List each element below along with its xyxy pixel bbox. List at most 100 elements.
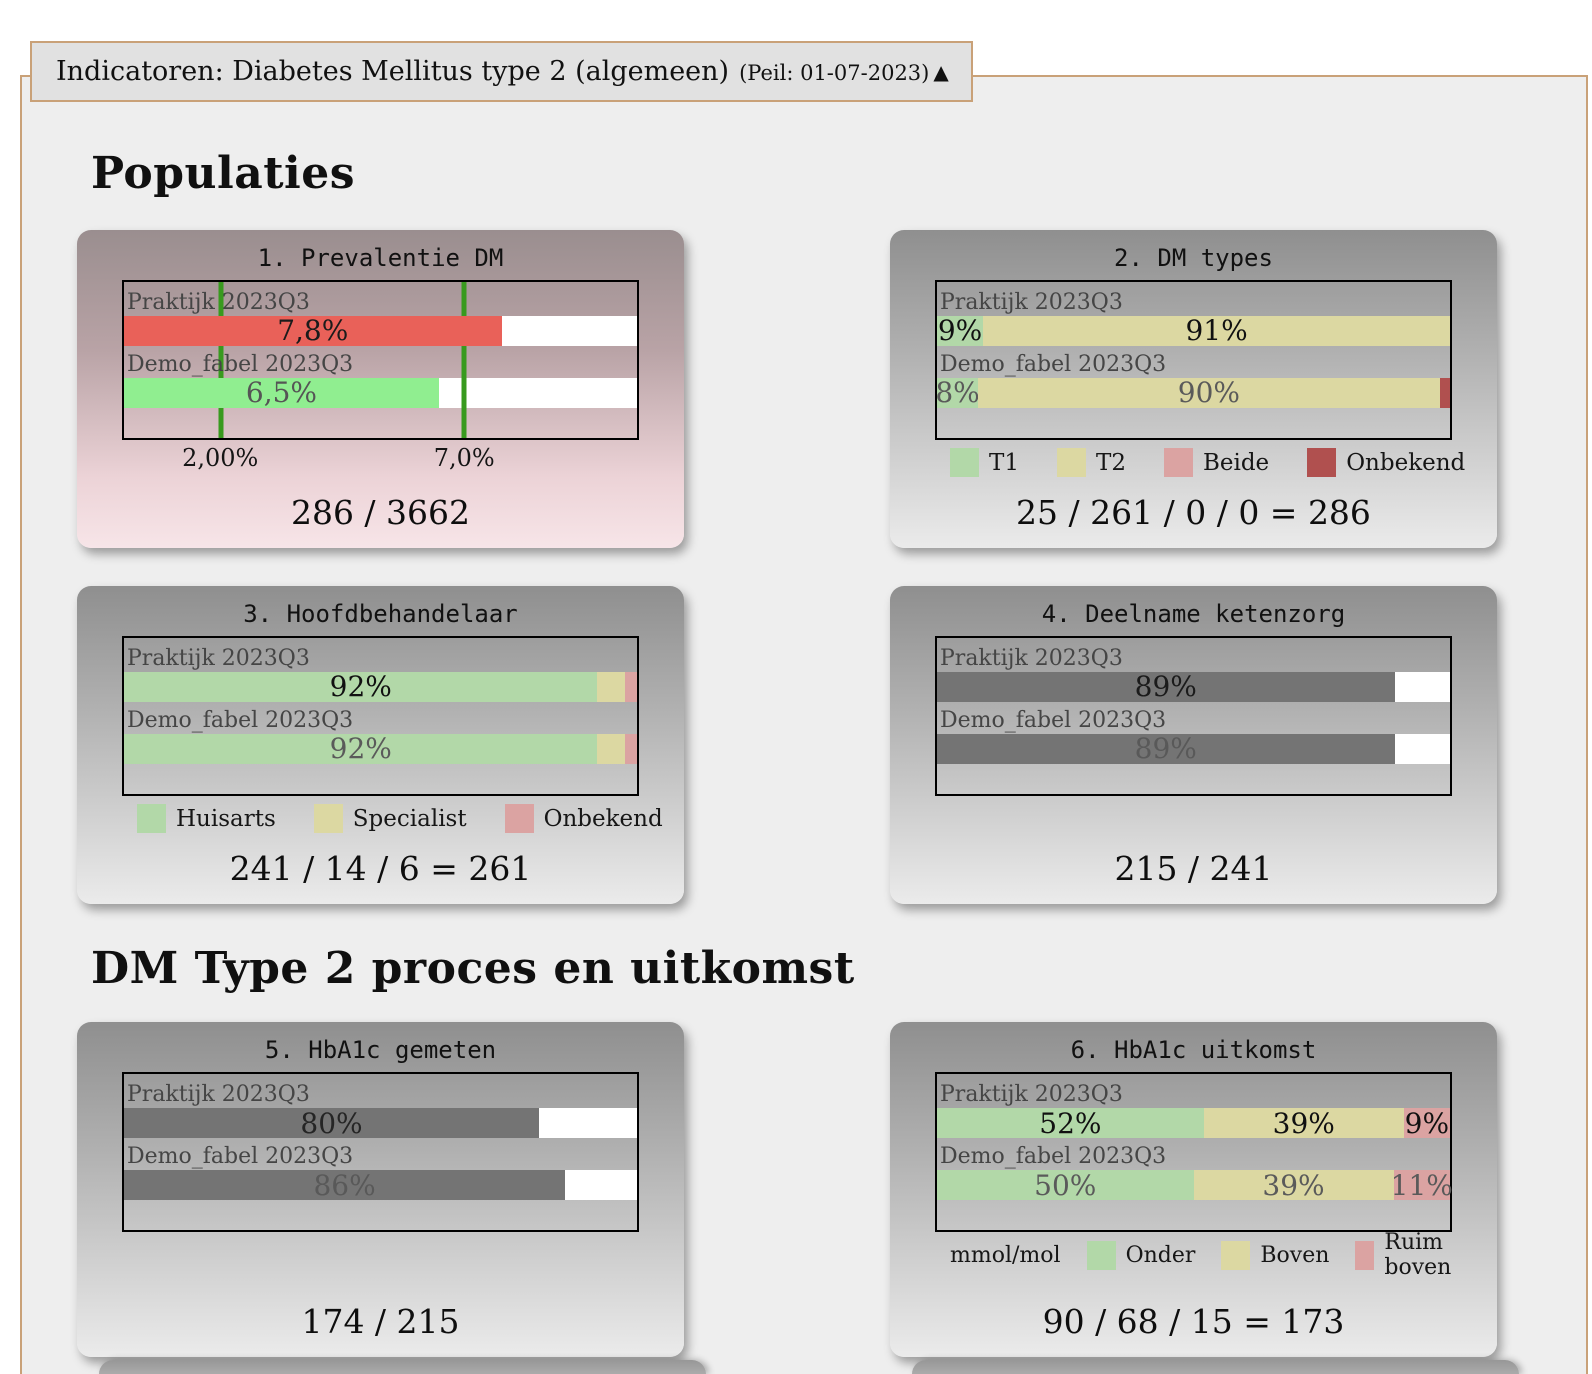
chart-legend: Huisarts Specialist Onbekend xyxy=(137,804,684,834)
panel-title: Indicatoren: Diabetes Mellitus type 2 (a… xyxy=(56,56,730,87)
card-title: 6. HbA1c uitkomst xyxy=(1070,1036,1317,1065)
legend-item: T2 xyxy=(1056,448,1126,478)
peil-date-label: (Peil: 01-07-2023) xyxy=(739,61,930,85)
series-label: Demo_fabel 2023Q3 xyxy=(940,351,1167,377)
card-prevalentie-dm: 1. Prevalentie DM Praktijk 2023Q3 7,8% D… xyxy=(77,229,684,548)
bar-segment: 11% xyxy=(1390,1168,1453,1202)
card-dm-types: 2. DM types Praktijk 2023Q3 9% 91% Demo_… xyxy=(890,229,1497,548)
card-hba1c-gemeten: 5. HbA1c gemeten Praktijk 2023Q3 80% Dem… xyxy=(77,1022,684,1358)
legend-item: Huisarts xyxy=(137,804,276,834)
x-axis: 2,00% 7,0% xyxy=(122,442,639,472)
series-label: Praktijk 2023Q3 xyxy=(940,1082,1123,1108)
series-label: Demo_fabel 2023Q3 xyxy=(940,1144,1167,1170)
bar-track: 86% xyxy=(124,1169,637,1202)
next-card-partial xyxy=(912,1360,1519,1374)
bar-segment: 6,5% xyxy=(124,376,439,409)
legend-item: Boven xyxy=(1221,1240,1329,1270)
bar-segment: 89% xyxy=(937,732,1395,765)
bar-track: 52% 39% 9% xyxy=(937,1106,1450,1140)
target-line xyxy=(218,281,224,438)
bar-track: 9% 91% xyxy=(937,314,1450,348)
legend-item: T1 xyxy=(950,448,1019,478)
count-text: 286 / 3662 xyxy=(290,492,471,532)
bar-track: 80% xyxy=(124,1107,637,1140)
card-hba1c-uitkomst: 6. HbA1c uitkomst Praktijk 2023Q3 52% 39… xyxy=(890,1022,1497,1358)
bar-segment xyxy=(625,671,637,702)
bar-segment: 80% xyxy=(124,1107,540,1140)
legend-swatch xyxy=(137,804,166,834)
target-line xyxy=(461,281,467,438)
legend-swatch xyxy=(1307,448,1337,478)
bar-track: 92% xyxy=(124,670,637,703)
series-label: Praktijk 2023Q3 xyxy=(940,645,1123,671)
legend-swatch xyxy=(1056,448,1086,478)
legend-swatch xyxy=(950,448,979,478)
legend-swatch xyxy=(1163,448,1193,478)
cards-grid-proces: 5. HbA1c gemeten Praktijk 2023Q3 80% Dem… xyxy=(77,1022,1531,1358)
bar-segment: 9% xyxy=(937,314,984,348)
bar-segment: 39% xyxy=(1193,1169,1394,1202)
bar-segment xyxy=(597,733,626,764)
chart-legend: mmol/mol Onder Boven Ruim boven xyxy=(950,1230,1497,1280)
section-heading-proces-uitkomst: DM Type 2 proces en uitkomst xyxy=(91,942,855,994)
bar-track: 89% xyxy=(937,732,1450,765)
count-text: 215 / 241 xyxy=(1114,848,1273,888)
card-hoofdbehandelaar: 3. Hoofdbehandelaar Praktijk 2023Q3 92% … xyxy=(77,585,684,904)
bar-segment: 92% xyxy=(124,732,598,765)
indicator-panel: Indicatoren: Diabetes Mellitus type 2 (a… xyxy=(20,41,1588,1374)
bar-segment: 7,8% xyxy=(124,314,502,347)
bar-segment: 86% xyxy=(124,1169,566,1202)
bar-track: 50% 39% 11% xyxy=(937,1168,1453,1202)
series-label: Praktijk 2023Q3 xyxy=(127,645,310,671)
dm-types-chart: Praktijk 2023Q3 9% 91% Demo_fabel 2023Q3… xyxy=(935,279,1452,440)
bar-segment: 89% xyxy=(937,670,1395,703)
count-text: 25 / 261 / 0 / 0 = 286 xyxy=(1016,492,1371,532)
bar-track: 89% xyxy=(937,670,1450,703)
legend-item: Beide xyxy=(1163,448,1269,478)
series-label: Demo_fabel 2023Q3 xyxy=(127,1144,354,1170)
collapse-icon[interactable]: ▲ xyxy=(933,59,949,84)
prevalentie-chart: Praktijk 2023Q3 7,8% Demo_fabel 2023Q3 6… xyxy=(122,279,639,440)
panel-header[interactable]: Indicatoren: Diabetes Mellitus type 2 (a… xyxy=(30,41,973,102)
chart-legend: T1 T2 Beide Onbekend xyxy=(950,448,1497,478)
card-title: 4. Deelname ketenzorg xyxy=(1041,599,1346,628)
bar-segment: 90% xyxy=(978,376,1440,409)
legend-swatch xyxy=(1221,1240,1251,1270)
bar-segment: 8% xyxy=(935,376,980,410)
card-title: 5. HbA1c gemeten xyxy=(264,1036,497,1065)
series-label: Praktijk 2023Q3 xyxy=(127,1082,310,1108)
bar-track: 8% 90% xyxy=(935,376,1450,410)
legend-swatch xyxy=(1086,1240,1116,1270)
bar-segment: 39% xyxy=(1203,1107,1404,1140)
legend-item: Specialist xyxy=(313,804,467,834)
count-text: 241 / 14 / 6 = 261 xyxy=(229,848,532,888)
legend-item: Onbekend xyxy=(504,804,663,834)
series-label: Praktijk 2023Q3 xyxy=(127,289,310,315)
series-label: Demo_fabel 2023Q3 xyxy=(127,707,354,733)
legend-item: Onder xyxy=(1086,1240,1195,1270)
legend-item: Ruim boven xyxy=(1355,1230,1471,1280)
legend-unit-label: mmol/mol xyxy=(950,1242,1061,1268)
cards-grid-populaties: 1. Prevalentie DM Praktijk 2023Q3 7,8% D… xyxy=(77,229,1531,904)
card-title: 3. Hoofdbehandelaar xyxy=(243,599,518,628)
bar-segment: 50% xyxy=(937,1169,1194,1202)
bar-track: 92% xyxy=(124,732,637,765)
series-label: Demo_fabel 2023Q3 xyxy=(127,351,354,377)
series-label: Demo_fabel 2023Q3 xyxy=(940,707,1167,733)
next-card-partial xyxy=(99,1360,706,1374)
deelname-chart: Praktijk 2023Q3 89% Demo_fabel 2023Q3 89… xyxy=(935,635,1452,796)
bar-segment: 9% xyxy=(1403,1106,1450,1140)
card-title: 2. DM types xyxy=(1114,243,1273,272)
bar-segment: 52% xyxy=(937,1107,1204,1140)
legend-swatch xyxy=(313,804,343,834)
hoofdbehandelaar-chart: Praktijk 2023Q3 92% Demo_fabel 2023Q3 92… xyxy=(122,635,639,796)
legend-swatch xyxy=(504,804,534,834)
axis-tick-label: 2,00% xyxy=(182,443,259,472)
count-text: 174 / 215 xyxy=(301,1302,460,1342)
section-heading-populaties: Populaties xyxy=(91,148,356,199)
count-text: 90 / 68 / 15 = 173 xyxy=(1042,1302,1345,1342)
hba1c-gemeten-chart: Praktijk 2023Q3 80% Demo_fabel 2023Q3 86… xyxy=(122,1072,639,1233)
bar-track: 7,8% xyxy=(124,314,637,347)
hba1c-uitkomst-chart: Praktijk 2023Q3 52% 39% 9% Demo_fabel 20… xyxy=(935,1072,1453,1233)
legend-item: Onbekend xyxy=(1307,448,1465,478)
